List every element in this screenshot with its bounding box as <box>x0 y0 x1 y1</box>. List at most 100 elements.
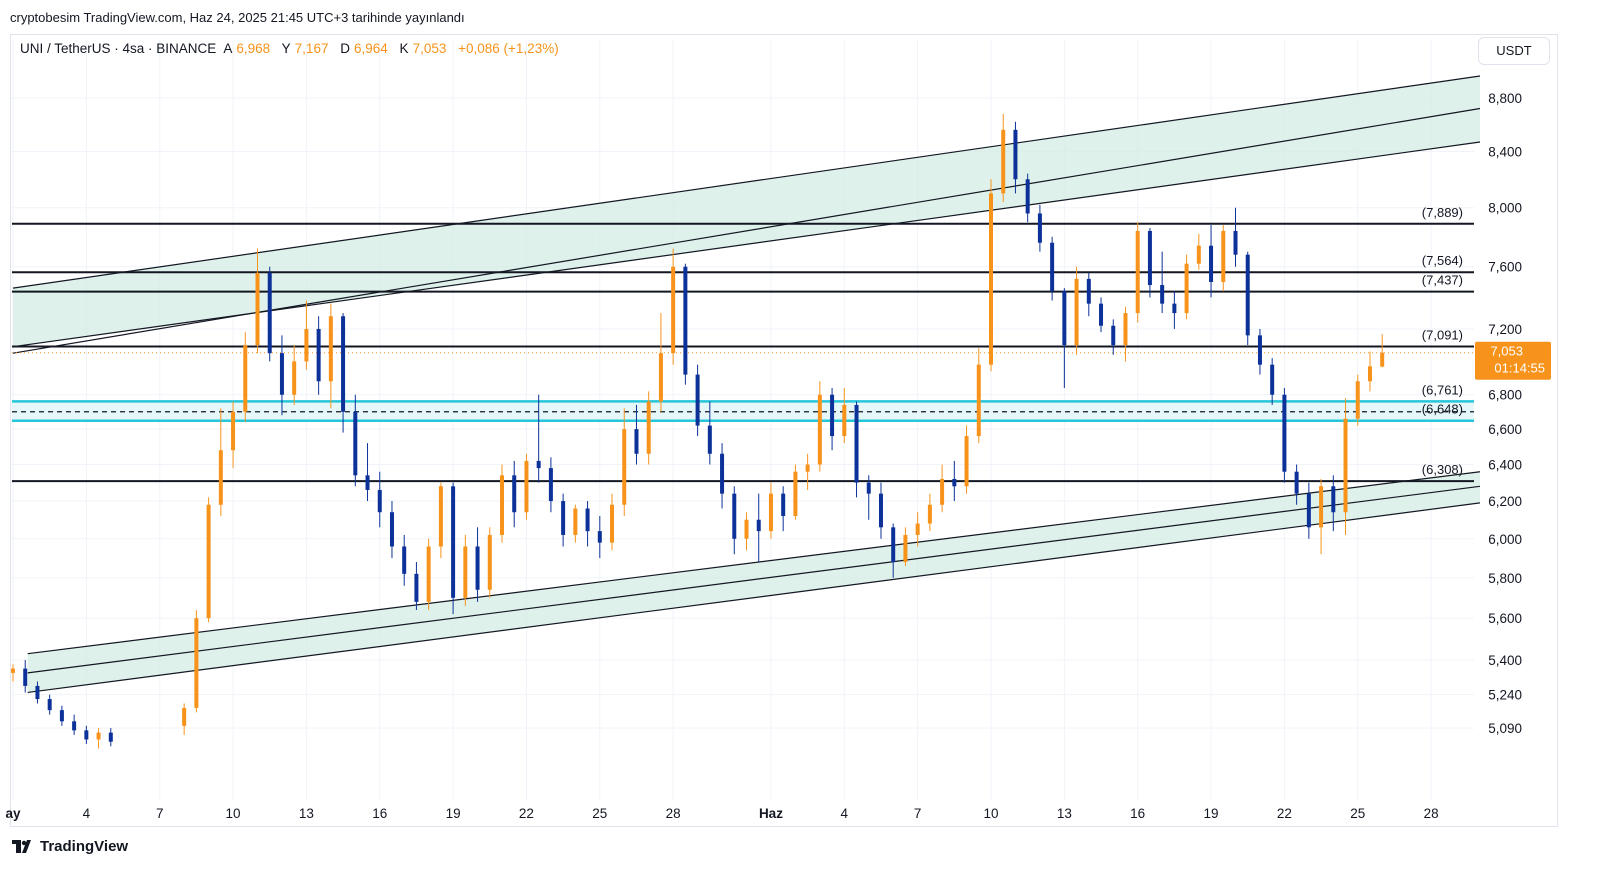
candle-body <box>328 316 333 382</box>
x-tick-label: Haz <box>759 806 783 821</box>
x-tick-label: ay <box>5 806 21 821</box>
y-tick-label: 6,000 <box>1488 532 1522 547</box>
x-tick-label: 10 <box>226 806 241 821</box>
level-label: (7,889) <box>1422 205 1463 220</box>
candle-body <box>1221 230 1226 282</box>
candle-body <box>1343 418 1348 513</box>
candle-body <box>341 316 346 412</box>
candle-body <box>377 489 382 513</box>
level-label: (6,648) <box>1422 402 1463 417</box>
chart-frame <box>10 34 1558 827</box>
candle-body <box>658 353 663 402</box>
close-label: K <box>399 41 409 56</box>
candle-body <box>84 730 89 740</box>
candle-body <box>927 504 932 524</box>
candle-body <box>768 493 773 532</box>
candle-body <box>646 401 651 454</box>
y-tick-label: 5,600 <box>1488 611 1522 626</box>
y-tick-label: 6,200 <box>1488 494 1522 509</box>
candle-body <box>1270 364 1275 395</box>
change-value: +0,086 (+1,23%) <box>458 41 559 56</box>
candle-body <box>1331 486 1336 513</box>
x-tick-label: 22 <box>1277 806 1292 821</box>
symbol-label[interactable]: UNI / TetherUS · 4sa · BINANCE <box>20 41 217 56</box>
open-value: 6,968 <box>236 41 271 56</box>
high-value: 7,167 <box>294 41 329 56</box>
level-label: (7,437) <box>1422 273 1463 288</box>
horizontal-levels: (7,889) (7,564) (7,437) (7,091) (6,761) (6,64… <box>12 205 1474 483</box>
candle-body <box>1099 303 1104 326</box>
level-label: (7,564) <box>1422 253 1463 268</box>
candle-body <box>1160 285 1165 304</box>
lower-channel-fill <box>27 471 1480 693</box>
candle-body <box>1013 129 1018 180</box>
candle-body <box>989 193 993 365</box>
candle-body <box>389 512 394 547</box>
y-tick-label: 6,800 <box>1488 388 1522 403</box>
brand-label: TradingView <box>40 838 129 855</box>
x-tick-label: 16 <box>1130 806 1145 821</box>
candle-body <box>365 475 370 490</box>
x-tick-label: 4 <box>83 806 91 821</box>
candle-body <box>781 493 786 516</box>
tradingview-logo[interactable]: TradingView <box>12 838 128 855</box>
close-value: 7,053 <box>412 41 447 56</box>
candle-body <box>1209 245 1214 282</box>
candle-body <box>1196 245 1201 264</box>
lower-channel-line <box>27 502 1481 694</box>
currency-button[interactable]: USDT <box>1478 37 1550 65</box>
low-label: D <box>340 41 350 56</box>
candle-body <box>732 493 737 539</box>
candle-body <box>1025 179 1030 214</box>
candle-body <box>512 475 517 513</box>
candle-body <box>500 475 504 535</box>
candle-body <box>231 411 236 451</box>
x-tick-label: 13 <box>299 806 314 821</box>
y-tick-label: 6,400 <box>1488 458 1522 473</box>
candle-body <box>940 478 945 505</box>
candle-body <box>1367 366 1372 382</box>
candle-body <box>1086 278 1091 304</box>
candle-body <box>316 328 321 382</box>
x-tick-label: 13 <box>1057 806 1072 821</box>
candle-body <box>952 478 957 487</box>
tradingview-logo-icon <box>12 839 31 853</box>
candle-body <box>1062 291 1067 346</box>
candle-body <box>1111 325 1116 346</box>
lower-channel-line <box>27 485 1481 674</box>
candle-body <box>756 519 761 532</box>
y-tick-label: 5,090 <box>1488 721 1522 736</box>
price-tag-value: 7,053 <box>1490 344 1523 359</box>
candle-body <box>610 504 615 543</box>
candle-body <box>1355 381 1360 419</box>
lower-channel-line <box>27 471 1481 655</box>
candle-body <box>536 460 541 469</box>
level-label: (6,761) <box>1422 382 1463 397</box>
x-tick-label: 28 <box>666 806 681 821</box>
candle-body <box>1172 303 1177 314</box>
candle-body <box>1282 394 1287 472</box>
candle-body <box>487 534 492 590</box>
x-tick-label: 28 <box>1424 806 1439 821</box>
candle-body <box>524 460 529 513</box>
candle-body <box>1050 242 1055 292</box>
y-tick-label: 6,600 <box>1488 422 1522 437</box>
candle-body <box>817 394 822 465</box>
candle-body <box>47 699 52 711</box>
candle-body <box>72 721 77 731</box>
x-tick-label: 19 <box>446 806 461 821</box>
high-label: Y <box>281 41 291 56</box>
candle-body <box>1037 213 1042 243</box>
candle-body <box>866 482 871 494</box>
candle-body <box>1001 129 1006 194</box>
publish-caption: cryptobesim TradingView.com, Haz 24, 202… <box>10 10 465 25</box>
candle-body <box>451 486 456 598</box>
upper-channel-fill <box>13 75 1480 347</box>
y-tick-label: 8,000 <box>1488 201 1522 216</box>
candle-body <box>279 353 284 395</box>
x-tick-label: 25 <box>592 806 607 821</box>
level-label: (6,308) <box>1422 462 1463 477</box>
y-tick-label: 5,240 <box>1488 688 1522 703</box>
candle-body <box>402 546 407 574</box>
